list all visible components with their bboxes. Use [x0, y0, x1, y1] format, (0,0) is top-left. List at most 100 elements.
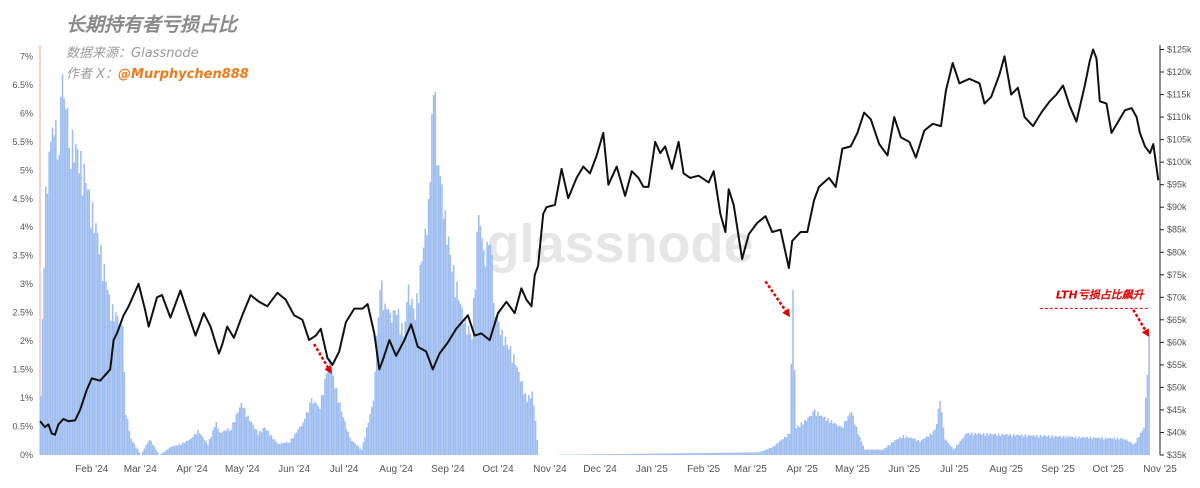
- bar: [1054, 435, 1057, 455]
- bar: [890, 442, 893, 455]
- bar: [615, 454, 617, 455]
- bar: [305, 412, 308, 455]
- bar: [359, 448, 361, 455]
- right-tick-label: $70k: [1167, 292, 1187, 302]
- bar: [364, 437, 366, 455]
- bar: [63, 98, 65, 455]
- x-tick-label: Mar '25: [734, 464, 767, 475]
- bar: [407, 284, 410, 455]
- bar: [404, 321, 406, 455]
- bar: [300, 425, 303, 455]
- bar: [969, 434, 971, 455]
- bar: [509, 346, 512, 455]
- bar: [787, 433, 789, 455]
- bar: [50, 141, 52, 455]
- bar: [152, 444, 154, 455]
- right-tick-label: $35k: [1167, 450, 1187, 460]
- right-tick-label: $85k: [1167, 225, 1187, 235]
- bar: [1061, 437, 1063, 455]
- bar: [86, 189, 89, 456]
- bar: [354, 443, 356, 455]
- bar: [750, 452, 752, 455]
- bar: [854, 424, 856, 455]
- right-tick-label: $60k: [1167, 337, 1187, 347]
- bar: [631, 453, 634, 455]
- bar: [474, 289, 477, 455]
- bar: [457, 299, 460, 455]
- bar: [499, 335, 502, 455]
- source-label: 数据来源：: [66, 46, 132, 61]
- bar: [182, 442, 184, 455]
- bar: [753, 452, 756, 455]
- bar: [733, 452, 736, 455]
- bar: [294, 433, 296, 455]
- bar: [1084, 437, 1087, 455]
- bar: [529, 398, 532, 455]
- author-handle[interactable]: @Murphychen888: [118, 67, 249, 82]
- bar: [464, 318, 467, 455]
- bar: [402, 336, 405, 455]
- bar: [70, 168, 72, 455]
- bar: [519, 381, 522, 455]
- bar: [287, 442, 289, 455]
- source-value: Glassnode: [131, 46, 199, 61]
- bar: [128, 431, 131, 455]
- bar: [187, 440, 189, 455]
- bar: [832, 423, 834, 455]
- left-tick-label: 6.5%: [12, 80, 33, 90]
- bar: [282, 442, 284, 455]
- bar: [340, 411, 343, 455]
- bar: [272, 439, 274, 455]
- bar: [289, 442, 291, 455]
- bar: [496, 318, 498, 455]
- bar: [125, 415, 127, 455]
- bar: [864, 449, 866, 455]
- bar: [909, 437, 911, 455]
- bar: [235, 414, 238, 455]
- bar: [1114, 439, 1117, 455]
- left-tick-label: 4.5%: [12, 194, 33, 204]
- bar: [626, 453, 629, 455]
- bar: [815, 416, 818, 455]
- bar: [1006, 434, 1008, 455]
- bar: [874, 449, 876, 455]
- bar: [666, 453, 669, 455]
- bar: [197, 429, 199, 455]
- bar: [1096, 437, 1099, 455]
- bar: [513, 353, 515, 455]
- bar: [349, 437, 351, 455]
- bar: [352, 441, 355, 455]
- bar: [397, 308, 400, 455]
- bar: [905, 436, 908, 455]
- bar: [442, 218, 445, 455]
- bar: [904, 438, 906, 455]
- bar: [610, 454, 612, 455]
- bar: [613, 454, 615, 455]
- bar: [488, 245, 490, 455]
- bar: [481, 238, 483, 455]
- bar: [939, 400, 941, 455]
- bar: [436, 165, 438, 456]
- bar: [638, 453, 640, 455]
- annotation-arrow: [313, 343, 332, 375]
- bar: [1079, 438, 1082, 455]
- bar: [1104, 437, 1107, 455]
- bar: [589, 454, 592, 455]
- x-tick-label: Jan '25: [636, 464, 668, 475]
- bar: [454, 297, 457, 455]
- bar: [218, 432, 221, 455]
- bar: [1041, 436, 1043, 455]
- bar: [277, 443, 279, 455]
- bar: [996, 435, 998, 455]
- bar: [96, 232, 99, 455]
- bar: [665, 453, 667, 455]
- bar: [859, 436, 861, 455]
- bar: [143, 448, 146, 455]
- bar: [327, 369, 330, 455]
- bar: [641, 453, 644, 455]
- bar: [421, 261, 423, 455]
- bar: [650, 453, 652, 455]
- bar: [409, 305, 411, 455]
- bar: [511, 362, 513, 455]
- bar: [65, 109, 67, 455]
